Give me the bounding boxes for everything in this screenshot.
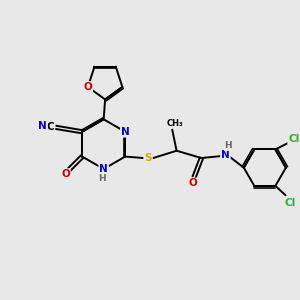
Text: CH₃: CH₃ xyxy=(167,119,184,128)
Text: C: C xyxy=(47,122,54,132)
Text: H: H xyxy=(224,141,232,150)
Text: N: N xyxy=(99,164,108,174)
Text: H: H xyxy=(98,174,106,183)
Text: O: O xyxy=(61,169,70,179)
Text: Cl: Cl xyxy=(284,198,296,208)
Text: S: S xyxy=(144,153,152,163)
Text: O: O xyxy=(83,82,92,92)
Text: O: O xyxy=(188,178,197,188)
Text: Cl: Cl xyxy=(288,134,299,144)
Text: N: N xyxy=(38,121,47,131)
Text: N: N xyxy=(221,149,230,160)
Text: N: N xyxy=(121,127,130,137)
